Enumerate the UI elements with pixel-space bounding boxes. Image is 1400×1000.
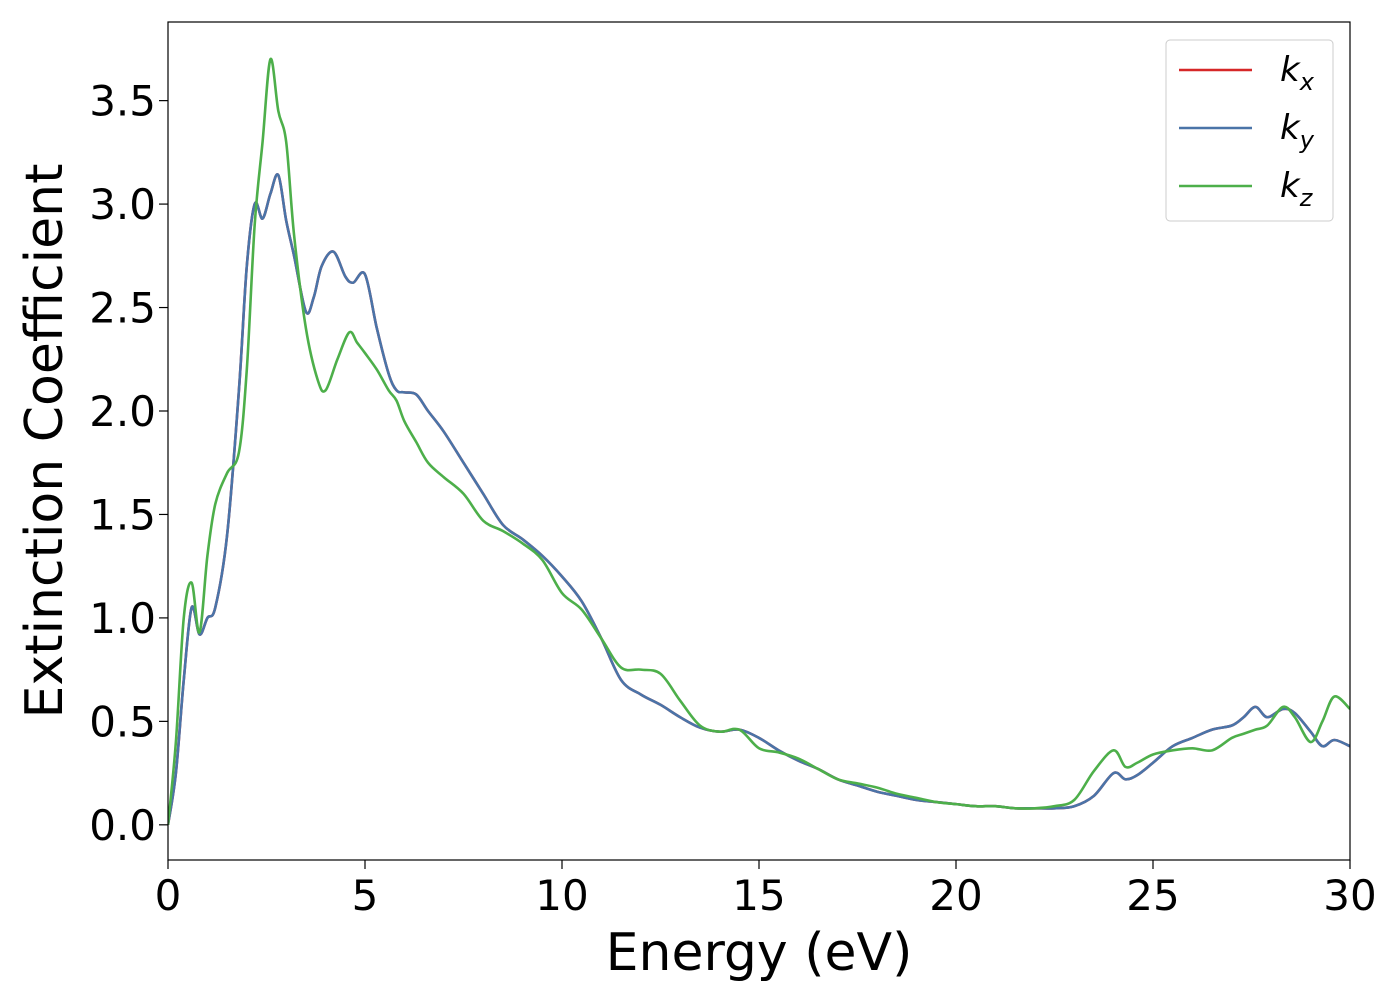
y-tick-label: 2.5 bbox=[89, 284, 156, 333]
y-tick-label: 3.0 bbox=[89, 180, 156, 229]
x-tick-label: 20 bbox=[929, 871, 982, 920]
x-tick-label: 30 bbox=[1323, 871, 1376, 920]
y-tick-label: 2.0 bbox=[89, 387, 156, 436]
x-axis-label: Energy (eV) bbox=[606, 923, 913, 983]
y-tick-label: 3.5 bbox=[89, 77, 156, 126]
x-tick-label: 10 bbox=[535, 871, 588, 920]
y-tick-label: 0.0 bbox=[89, 801, 156, 850]
y-tick-label: 1.5 bbox=[89, 490, 156, 539]
x-tick-label: 15 bbox=[732, 871, 785, 920]
x-tick-label: 0 bbox=[155, 871, 182, 920]
y-axis-label: Extinction Coefficient bbox=[15, 164, 75, 719]
y-axis: 0.0 0.5 1.0 1.5 2.0 2.5 3.0 3.5 bbox=[89, 77, 168, 850]
series-line-ky bbox=[168, 173, 1350, 826]
legend-box bbox=[1165, 39, 1334, 222]
y-tick-label: 0.5 bbox=[89, 697, 156, 746]
series-layer bbox=[168, 57, 1350, 826]
series-line-kz bbox=[168, 57, 1350, 825]
y-tick-label: 1.0 bbox=[89, 594, 156, 643]
x-tick-label: 5 bbox=[352, 871, 379, 920]
x-tick-label: 25 bbox=[1126, 871, 1179, 920]
x-axis: 0 5 10 15 20 25 30 bbox=[155, 860, 1377, 920]
